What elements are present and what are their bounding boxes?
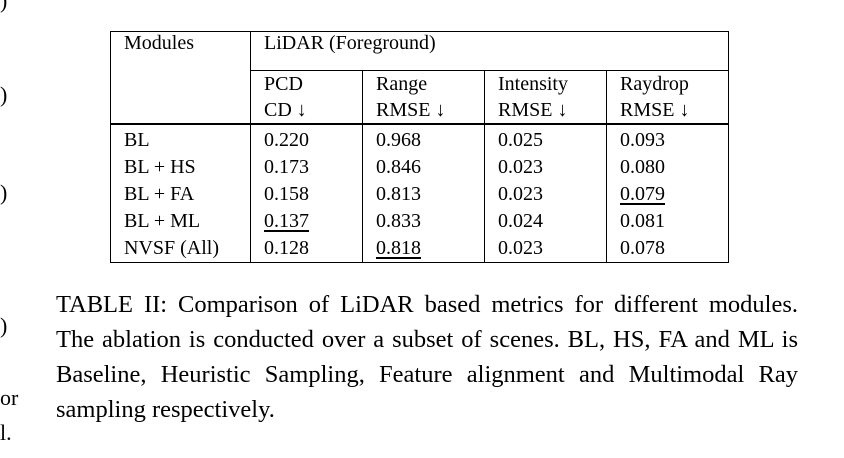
value-cell: 0.023 [484, 181, 607, 208]
margin-fragment: or [0, 385, 19, 410]
value-cell: 0.158 [250, 181, 363, 208]
table-caption: TABLE II: Comparison of LiDAR based metr… [56, 291, 798, 423]
left-column-fragments: ) ) ) ) or l. [0, 0, 20, 458]
value-cell: 0.137 [250, 208, 363, 235]
table-row: BL + FA 0.158 0.813 0.023 0.079 [110, 181, 729, 208]
module-cell: BL + ML [110, 208, 251, 235]
results-table: Modules LiDAR (Foreground) PCD CD ↓ Range… [110, 31, 729, 263]
value-cell: 0.128 [250, 235, 363, 263]
table-row: BL + ML 0.137 0.833 0.024 0.081 [110, 208, 729, 235]
value-cell: 0.220 [250, 124, 363, 154]
value-cell: 0.846 [362, 154, 485, 181]
value-cell: 0.024 [484, 208, 607, 235]
value-cell: 0.023 [484, 154, 607, 181]
margin-fragment: l. [0, 420, 12, 445]
value-cell: 0.025 [484, 124, 607, 154]
table-row: BL 0.220 0.968 0.025 0.093 [110, 124, 729, 154]
modules-header: Modules [110, 31, 251, 125]
module-cell: BL + FA [110, 181, 251, 208]
value-cell: 0.093 [606, 124, 729, 154]
value-cell: 0.833 [362, 208, 485, 235]
value-cell: 0.818 [362, 235, 485, 263]
lidar-group-header: LiDAR (Foreground) [250, 31, 729, 71]
module-cell: BL + HS [110, 154, 251, 181]
value-cell: 0.813 [362, 181, 485, 208]
value-cell: 0.079 [606, 181, 729, 208]
margin-fragment: ) [0, 313, 8, 338]
column-header: Intensity RMSE ↓ [484, 70, 607, 125]
module-cell: BL [110, 124, 251, 154]
module-cell: NVSF (All) [110, 235, 251, 263]
value-cell: 0.023 [484, 235, 607, 263]
column-header: Raydrop RMSE ↓ [606, 70, 729, 125]
value-cell: 0.078 [606, 235, 729, 263]
table-row: NVSF (All) 0.128 0.818 0.023 0.078 [110, 235, 729, 263]
margin-fragment: ) [0, 0, 8, 13]
value-cell: 0.968 [362, 124, 485, 154]
column-header: PCD CD ↓ [250, 70, 363, 125]
margin-fragment: ) [0, 180, 8, 205]
margin-fragment: ) [0, 82, 8, 107]
value-cell: 0.081 [606, 208, 729, 235]
column-header: Range RMSE ↓ [362, 70, 485, 125]
table-row: BL + HS 0.173 0.846 0.023 0.080 [110, 154, 729, 181]
value-cell: 0.173 [250, 154, 363, 181]
value-cell: 0.080 [606, 154, 729, 181]
